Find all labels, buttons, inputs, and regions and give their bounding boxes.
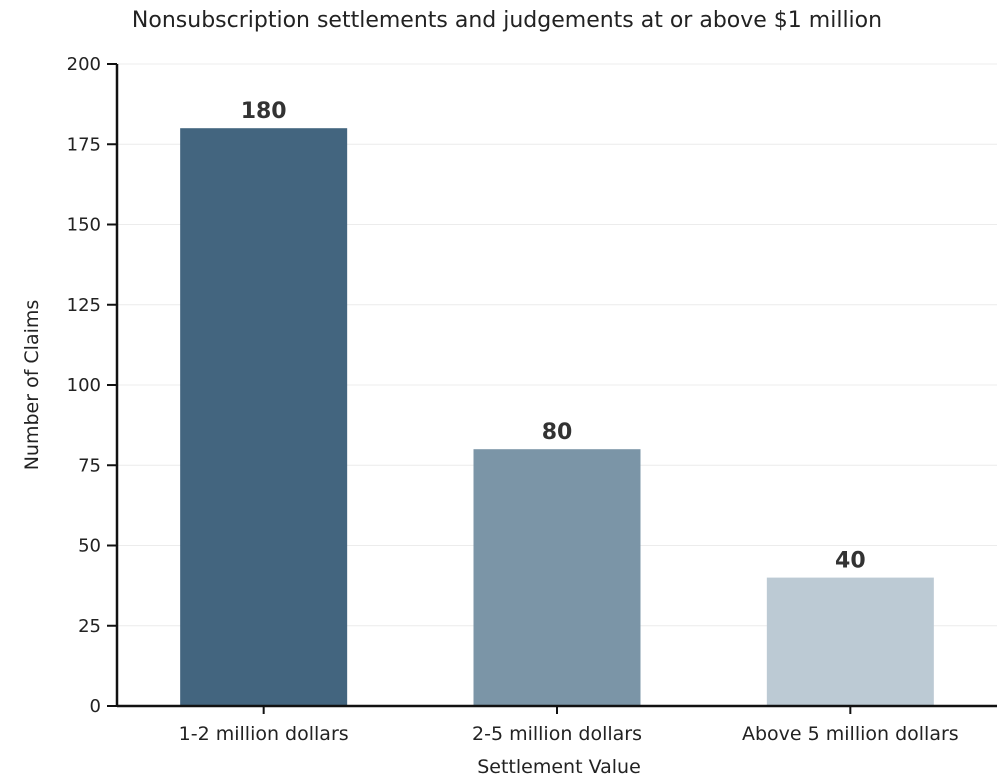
chart-title: Nonsubscription settlements and judgemen… [132, 8, 882, 33]
y-tick-label: 75 [78, 455, 101, 476]
bar [180, 128, 348, 706]
bar [473, 449, 641, 706]
y-tick-label: 175 [67, 134, 101, 155]
y-axis-label: Number of Claims [21, 300, 43, 471]
bars [180, 128, 934, 706]
y-tick-label: 125 [67, 295, 101, 316]
bar-value-label: 180 [241, 99, 287, 124]
y-tick-label: 0 [90, 696, 101, 717]
y-tick-label: 25 [78, 616, 101, 637]
bar [766, 577, 934, 706]
labels: 0 25 50 75 100 125 150 175 200 180 1-2 million dol… [67, 54, 959, 745]
bar-value-label: 80 [542, 420, 573, 445]
x-tick-label: Above 5 million dollars [742, 723, 959, 745]
x-tick-label: 1-2 million dollars [179, 723, 349, 745]
y-tick-label: 50 [78, 536, 101, 557]
axes [107, 63, 997, 714]
x-tick-label: 2-5 million dollars [472, 723, 642, 745]
y-tick-label: 200 [67, 54, 101, 75]
y-tick-label: 150 [67, 215, 101, 236]
bar-value-label: 40 [835, 549, 866, 574]
x-axis-label: Settlement Value [477, 756, 641, 778]
y-tick-label: 100 [67, 375, 101, 396]
